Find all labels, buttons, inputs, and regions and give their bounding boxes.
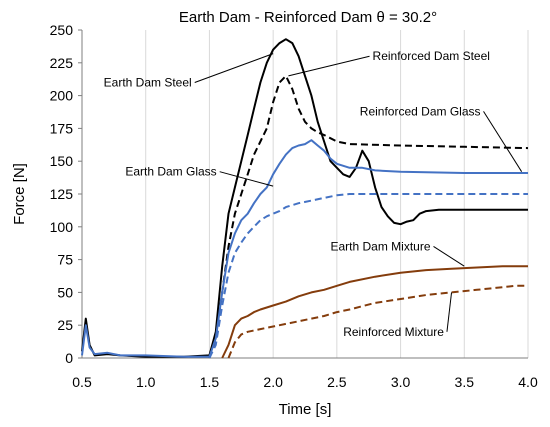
series-line-reinforced-mixture xyxy=(227,284,528,359)
x-tick-label: 1.0 xyxy=(136,374,156,390)
y-tick-label: 225 xyxy=(50,55,74,71)
annotation-label: Earth Dam Mixture xyxy=(330,239,430,253)
y-axis-label: Force [N] xyxy=(11,163,28,225)
annotation-leader xyxy=(433,246,465,267)
x-tick-label: 3.0 xyxy=(391,374,411,390)
annotation-label: Earth Dam Steel xyxy=(104,75,192,89)
annotation-leader xyxy=(219,171,274,187)
series-line-earth-dam-glass xyxy=(208,193,528,359)
x-tick-label: 3.5 xyxy=(455,374,475,390)
annotation-label: Earth Dam Glass xyxy=(125,165,216,179)
axes xyxy=(78,29,528,359)
annotation-leader xyxy=(483,111,523,172)
annotation-leader xyxy=(194,53,274,83)
x-axis-label: Time [s] xyxy=(279,401,332,418)
y-tick-label: 175 xyxy=(50,120,74,136)
y-tick-label: 150 xyxy=(50,153,74,169)
y-tick-label: 250 xyxy=(50,22,74,38)
series-lines xyxy=(81,38,529,359)
series-line-earth-dam-mixture xyxy=(221,265,528,359)
x-tick-label: 1.5 xyxy=(200,374,220,390)
y-tick-label: 25 xyxy=(57,317,73,333)
y-tick-label: 0 xyxy=(65,350,73,366)
y-tick-label: 100 xyxy=(50,219,74,235)
annotation-label: Reinforced Mixture xyxy=(343,325,444,339)
y-tick-label: 125 xyxy=(50,186,74,202)
x-tick-label: 2.0 xyxy=(263,374,283,390)
chart-title: Earth Dam - Reinforced Dam θ = 30.2° xyxy=(179,9,437,26)
x-tick-label: 2.5 xyxy=(327,374,347,390)
annotation-label: Reinforced Dam Glass xyxy=(360,104,481,118)
tick-labels: 0.5 1.0 1.5 2.0 2.5 3.0 3.5 4.0 0 25 50 75 100 125 150… xyxy=(50,22,538,390)
annotations: Earth Dam Steel Reinforced Dam Steel Reinf… xyxy=(104,49,523,339)
y-tick-label: 50 xyxy=(57,284,73,300)
annotation-leader xyxy=(446,292,453,332)
series-line-reinforced-dam-glass xyxy=(81,139,528,358)
x-tick-label: 0.5 xyxy=(72,374,92,390)
x-tick-label: 4.0 xyxy=(518,374,538,390)
y-tick-label: 75 xyxy=(57,252,73,268)
y-tick-label: 200 xyxy=(50,88,74,104)
annotation-label: Reinforced Dam Steel xyxy=(373,49,490,63)
annotation-leader xyxy=(288,55,370,77)
series-line-reinforced-dam-steel xyxy=(208,74,529,359)
